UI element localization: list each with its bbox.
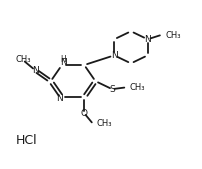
Text: CH₃: CH₃ [129, 83, 145, 92]
Text: CH₃: CH₃ [164, 31, 180, 40]
Text: HCl: HCl [16, 134, 37, 147]
Text: O: O [80, 109, 87, 118]
Text: CH₃: CH₃ [15, 55, 31, 64]
Text: H: H [60, 55, 66, 64]
Text: S: S [109, 85, 114, 94]
Text: N: N [32, 66, 38, 75]
Text: N: N [56, 94, 63, 103]
Text: N: N [144, 35, 150, 44]
Text: N: N [110, 51, 117, 60]
Text: CH₃: CH₃ [96, 119, 112, 128]
Text: N: N [60, 58, 67, 67]
